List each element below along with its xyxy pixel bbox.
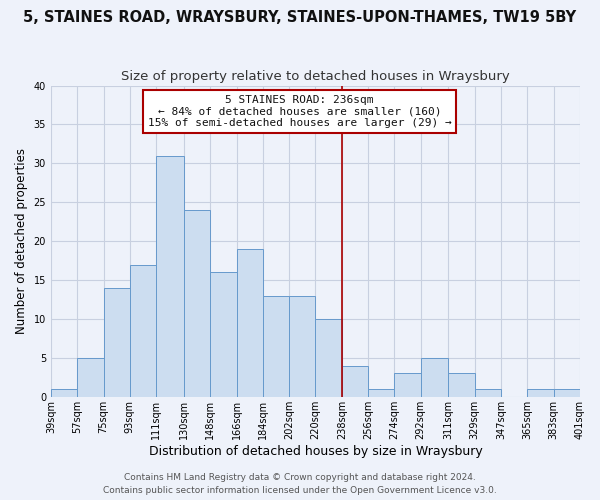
- Bar: [475, 389, 501, 397]
- Bar: [289, 296, 316, 397]
- Bar: [263, 296, 289, 397]
- Bar: [51, 389, 77, 397]
- Bar: [448, 374, 475, 397]
- Text: Contains HM Land Registry data © Crown copyright and database right 2024.
Contai: Contains HM Land Registry data © Crown c…: [103, 474, 497, 495]
- Bar: [236, 249, 263, 397]
- Bar: [368, 389, 394, 397]
- Bar: [77, 358, 104, 397]
- Text: 5, STAINES ROAD, WRAYSBURY, STAINES-UPON-THAMES, TW19 5BY: 5, STAINES ROAD, WRAYSBURY, STAINES-UPON…: [23, 10, 577, 25]
- Bar: [104, 288, 130, 397]
- Bar: [527, 389, 554, 397]
- Bar: [316, 319, 342, 397]
- Y-axis label: Number of detached properties: Number of detached properties: [15, 148, 28, 334]
- Bar: [184, 210, 210, 397]
- Bar: [421, 358, 448, 397]
- Bar: [342, 366, 368, 397]
- Bar: [156, 156, 184, 397]
- Bar: [210, 272, 236, 397]
- X-axis label: Distribution of detached houses by size in Wraysbury: Distribution of detached houses by size …: [149, 444, 482, 458]
- Bar: [130, 264, 156, 397]
- Text: 5 STAINES ROAD: 236sqm
← 84% of detached houses are smaller (160)
15% of semi-de: 5 STAINES ROAD: 236sqm ← 84% of detached…: [148, 95, 451, 128]
- Bar: [394, 374, 421, 397]
- Bar: [554, 389, 580, 397]
- Title: Size of property relative to detached houses in Wraysbury: Size of property relative to detached ho…: [121, 70, 510, 83]
